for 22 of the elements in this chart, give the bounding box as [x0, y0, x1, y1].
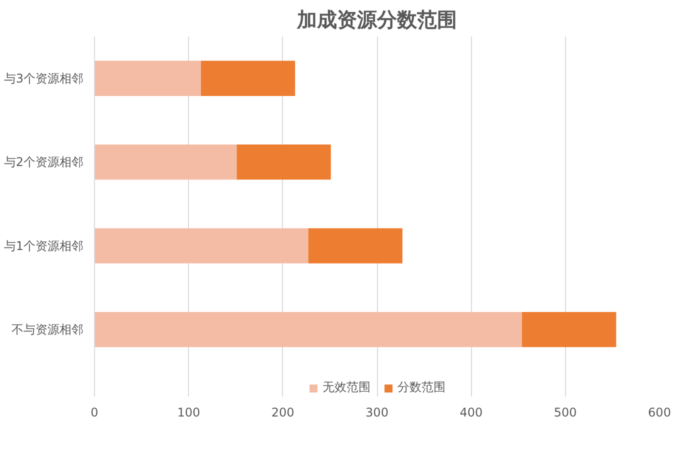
bar [236, 144, 331, 180]
x-tick-label: 600 [648, 406, 671, 420]
legend-label: 无效范围 [322, 379, 370, 396]
y-tick-label: 与3个资源相邻 [4, 71, 84, 86]
bar [522, 312, 616, 348]
y-tick-label: 与2个资源相邻 [4, 155, 84, 170]
x-tick-label: 200 [271, 406, 294, 420]
x-tick-label: 100 [177, 406, 200, 420]
x-tick-label: 500 [554, 406, 577, 420]
bar [94, 312, 522, 348]
bar [94, 228, 308, 264]
bar [308, 228, 402, 264]
bar [94, 60, 201, 96]
x-tick-label: 400 [460, 406, 483, 420]
bar [94, 144, 237, 180]
bar [200, 60, 296, 96]
y-tick-label: 与1个资源相邻 [4, 238, 84, 253]
x-tick-label: 300 [366, 406, 388, 420]
y-tick-label: 不与资源相邻 [12, 322, 84, 337]
chart-title: 加成资源分数范围 [296, 8, 457, 32]
legend-label: 分数范围 [398, 379, 446, 396]
x-tick-label: 0 [90, 406, 98, 420]
